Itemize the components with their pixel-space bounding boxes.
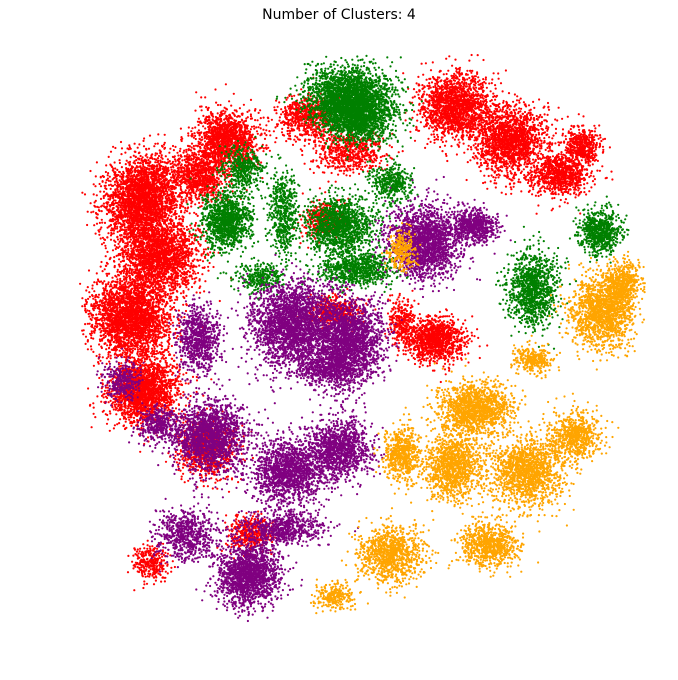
point [161,145,163,147]
point [164,147,166,149]
point [138,143,140,145]
point [100,185,102,187]
point [148,165,150,167]
point [105,185,107,187]
point [137,147,139,149]
point [116,226,118,228]
point [103,195,105,197]
point [99,183,101,185]
point [95,233,97,235]
point [130,156,132,158]
point [101,243,103,245]
point [114,183,116,185]
point [93,183,95,185]
point [105,188,107,190]
point [148,148,150,150]
point [116,169,118,171]
point [112,185,114,187]
point [168,214,170,216]
point [109,176,111,178]
point [143,145,145,147]
point [142,140,144,142]
point [154,161,156,163]
point [161,154,163,156]
scatter-points [79,54,646,622]
point [107,178,109,180]
point [107,227,109,229]
point [107,172,109,174]
point [157,133,159,135]
point [149,135,151,137]
point [99,191,101,193]
point [120,141,122,143]
point [157,143,159,145]
point [127,161,129,163]
point [108,156,110,158]
point [157,157,159,159]
point [171,169,173,171]
point [133,155,135,157]
point [112,178,114,180]
point [124,152,126,154]
point [110,188,112,190]
point [101,219,103,221]
point [172,145,174,147]
point [126,160,128,162]
point [93,193,95,195]
point [114,147,116,149]
point [189,212,191,214]
point [122,186,124,188]
point [99,228,101,230]
point [104,222,106,224]
point [165,155,167,157]
point [119,159,121,161]
point [118,204,120,206]
point [149,161,151,163]
point [121,147,123,149]
point [114,181,116,183]
point [103,203,105,205]
point [100,237,102,239]
point [101,222,103,224]
point [105,193,107,195]
point [86,224,88,226]
point [95,175,97,177]
point [107,195,109,197]
point [87,211,89,213]
point [134,151,136,153]
point [159,160,161,162]
